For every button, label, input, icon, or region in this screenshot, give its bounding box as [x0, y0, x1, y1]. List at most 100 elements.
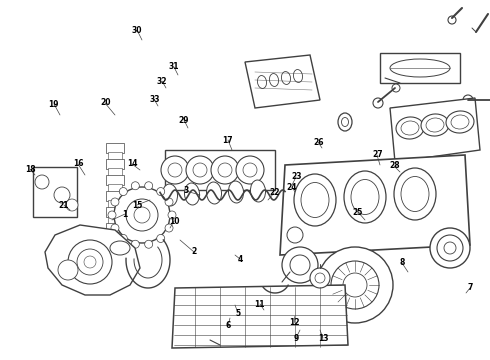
Polygon shape: [245, 55, 320, 108]
Text: 10: 10: [169, 217, 179, 226]
Text: 7: 7: [468, 284, 473, 292]
Ellipse shape: [421, 114, 449, 136]
Circle shape: [193, 163, 207, 177]
Ellipse shape: [257, 76, 267, 89]
Text: 1: 1: [122, 210, 127, 219]
Text: 8: 8: [399, 258, 404, 267]
Text: 27: 27: [372, 150, 383, 159]
Ellipse shape: [342, 117, 348, 126]
Text: 26: 26: [313, 138, 324, 147]
Text: 30: 30: [132, 26, 143, 35]
Circle shape: [437, 235, 463, 261]
Circle shape: [66, 199, 78, 211]
Ellipse shape: [294, 174, 336, 226]
Circle shape: [108, 211, 116, 219]
Ellipse shape: [396, 117, 424, 139]
Circle shape: [77, 249, 103, 275]
Text: 24: 24: [286, 183, 297, 192]
Text: 13: 13: [318, 334, 329, 343]
Circle shape: [310, 268, 330, 288]
Text: 19: 19: [49, 100, 59, 109]
Ellipse shape: [301, 183, 329, 217]
Bar: [106, 223, 124, 233]
Ellipse shape: [294, 69, 302, 82]
Bar: [106, 191, 124, 201]
Bar: [106, 143, 124, 153]
Circle shape: [114, 187, 170, 243]
Ellipse shape: [426, 118, 444, 132]
Circle shape: [157, 188, 165, 195]
Bar: [108, 216, 122, 224]
Circle shape: [243, 163, 257, 177]
Circle shape: [343, 273, 367, 297]
Text: 20: 20: [100, 98, 111, 107]
Ellipse shape: [228, 181, 244, 203]
Text: 12: 12: [289, 318, 299, 327]
Ellipse shape: [390, 59, 450, 77]
Circle shape: [119, 234, 127, 242]
Text: 25: 25: [352, 208, 363, 217]
Circle shape: [168, 211, 176, 219]
Polygon shape: [45, 225, 140, 295]
Circle shape: [448, 16, 456, 24]
Text: 3: 3: [184, 186, 189, 195]
Bar: [165, 150, 275, 190]
Text: 6: 6: [225, 321, 230, 330]
Text: 31: 31: [169, 62, 179, 71]
Circle shape: [84, 256, 96, 268]
Bar: [108, 280, 122, 288]
Ellipse shape: [163, 184, 177, 206]
Ellipse shape: [281, 72, 291, 85]
Circle shape: [165, 198, 173, 206]
Circle shape: [282, 247, 318, 283]
Ellipse shape: [394, 168, 436, 220]
Text: 18: 18: [25, 165, 36, 174]
Bar: [106, 159, 124, 169]
Circle shape: [165, 224, 173, 232]
Bar: [380, 53, 460, 83]
Text: 23: 23: [291, 172, 302, 181]
Bar: [108, 264, 122, 272]
Text: 28: 28: [389, 161, 400, 170]
Circle shape: [186, 156, 214, 184]
Circle shape: [131, 182, 139, 190]
Circle shape: [35, 175, 49, 189]
Bar: [106, 271, 124, 281]
Text: 4: 4: [238, 255, 243, 264]
Text: 22: 22: [269, 188, 280, 197]
Bar: [108, 168, 122, 176]
Text: 33: 33: [149, 94, 160, 104]
Circle shape: [119, 188, 127, 195]
Bar: [106, 207, 124, 217]
Circle shape: [392, 84, 400, 92]
Bar: [108, 152, 122, 160]
Text: 11: 11: [254, 300, 265, 309]
Ellipse shape: [344, 171, 386, 223]
Circle shape: [161, 156, 189, 184]
Circle shape: [145, 240, 153, 248]
Text: 14: 14: [127, 159, 138, 168]
Text: 9: 9: [294, 334, 299, 343]
Circle shape: [134, 207, 150, 223]
Text: 32: 32: [156, 77, 167, 85]
Bar: [108, 248, 122, 256]
Circle shape: [315, 273, 325, 283]
Ellipse shape: [184, 183, 199, 205]
Ellipse shape: [446, 111, 474, 133]
Text: 17: 17: [222, 136, 233, 145]
Circle shape: [218, 163, 232, 177]
Circle shape: [236, 156, 264, 184]
Bar: [108, 232, 122, 240]
Text: 21: 21: [58, 201, 69, 210]
Ellipse shape: [110, 241, 130, 255]
Bar: [108, 200, 122, 208]
Bar: [33, 167, 77, 217]
Circle shape: [444, 242, 456, 254]
Ellipse shape: [250, 180, 266, 202]
Ellipse shape: [401, 176, 429, 211]
Ellipse shape: [401, 121, 419, 135]
Ellipse shape: [451, 115, 469, 129]
Circle shape: [168, 163, 182, 177]
Circle shape: [68, 240, 112, 284]
Circle shape: [430, 228, 470, 268]
